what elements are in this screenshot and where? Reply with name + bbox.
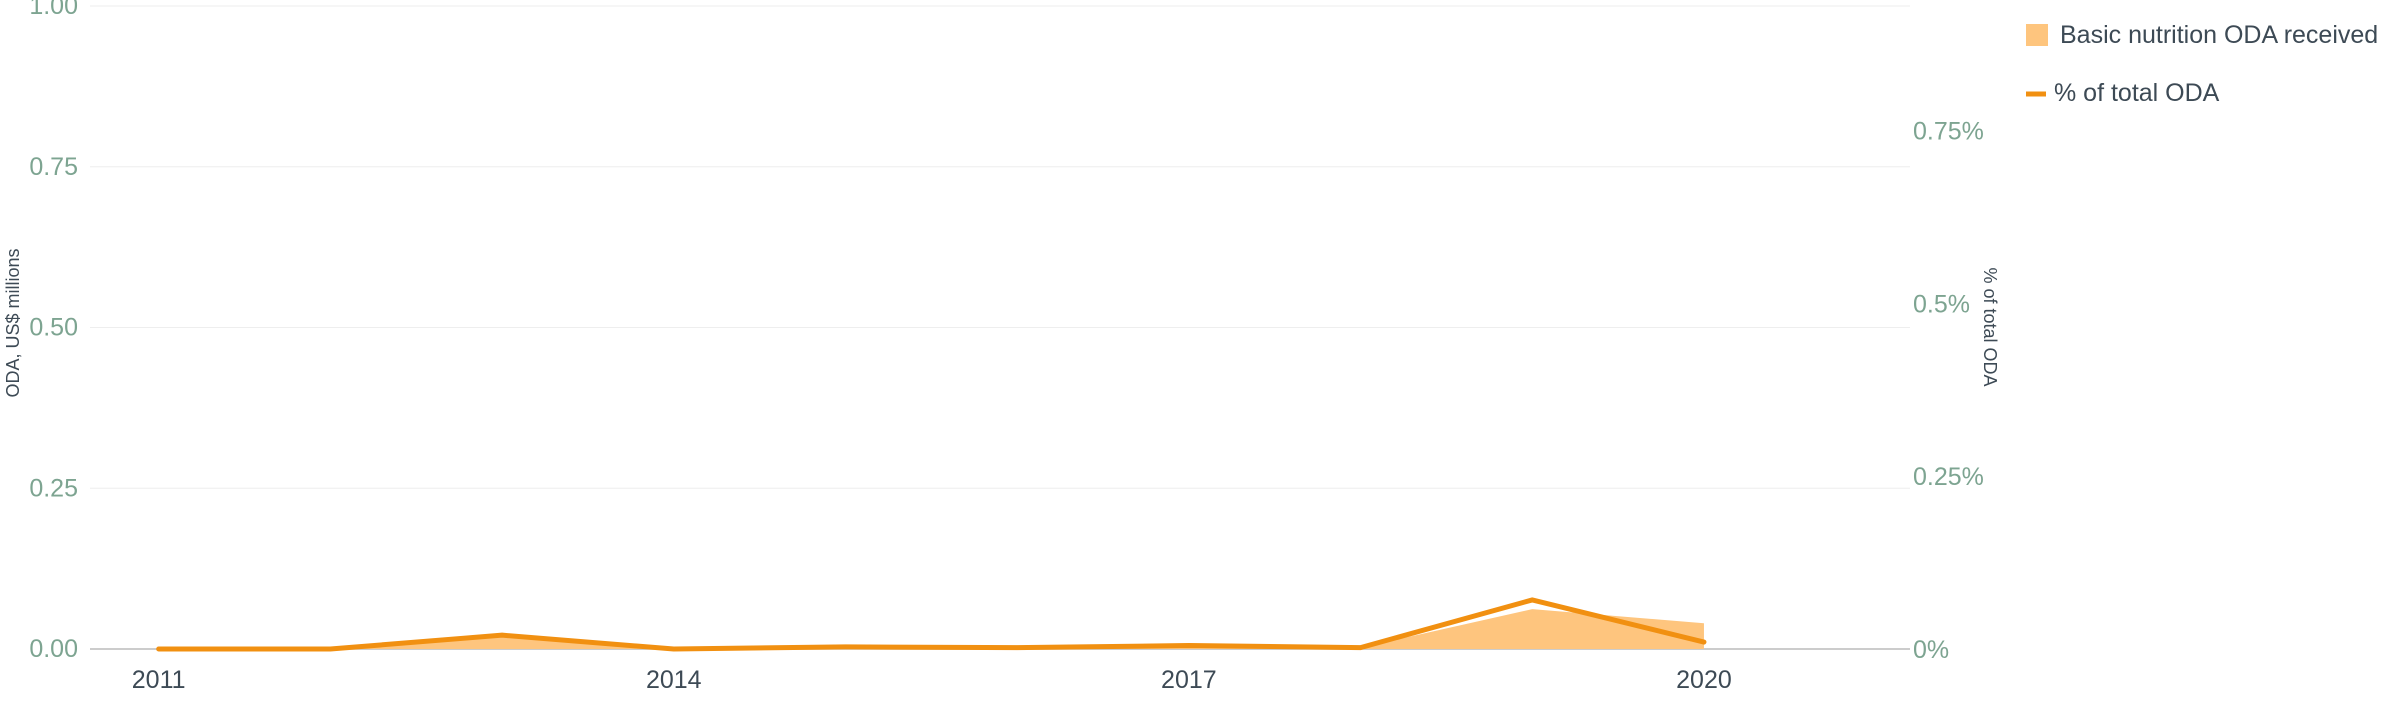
right-axis-ticks: 0% 0.25% 0.5% 0.75%	[1913, 117, 1984, 664]
left-tick-label: 0.00	[29, 635, 78, 663]
x-axis-ticks: 2011 2014 2017 2020	[132, 666, 1732, 694]
left-tick-label: 0.50	[29, 314, 78, 342]
grid-lines	[90, 5, 1910, 650]
right-tick-label: 0%	[1913, 636, 1949, 664]
right-tick-label: 0.75%	[1913, 117, 1984, 145]
legend-label-area: Basic nutrition ODA received	[2060, 21, 2378, 49]
x-tick-label: 2017	[1161, 666, 1217, 694]
left-tick-label: 0.25	[29, 474, 78, 502]
line-series-pct-total-oda	[156, 597, 1707, 652]
x-tick-label: 2020	[1676, 666, 1732, 694]
right-tick-label: 0.5%	[1913, 290, 1970, 318]
right-axis-title: % of total ODA	[1980, 267, 2000, 386]
left-tick-label: 1.00	[29, 0, 78, 20]
legend-label-line: % of total ODA	[2054, 79, 2220, 107]
left-axis-ticks: 0.00 0.25 0.50 0.75 1.00	[29, 0, 78, 663]
line-series-layer	[156, 597, 1707, 652]
x-tick-label: 2011	[132, 666, 186, 694]
legend: Basic nutrition ODA received % of total …	[2026, 21, 2378, 107]
legend-area-swatch	[2026, 24, 2048, 46]
x-tick-label: 2014	[646, 666, 702, 694]
left-axis-title: ODA, US$ millions	[3, 248, 23, 397]
left-tick-label: 0.75	[29, 153, 78, 181]
right-tick-label: 0.25%	[1913, 463, 1984, 491]
